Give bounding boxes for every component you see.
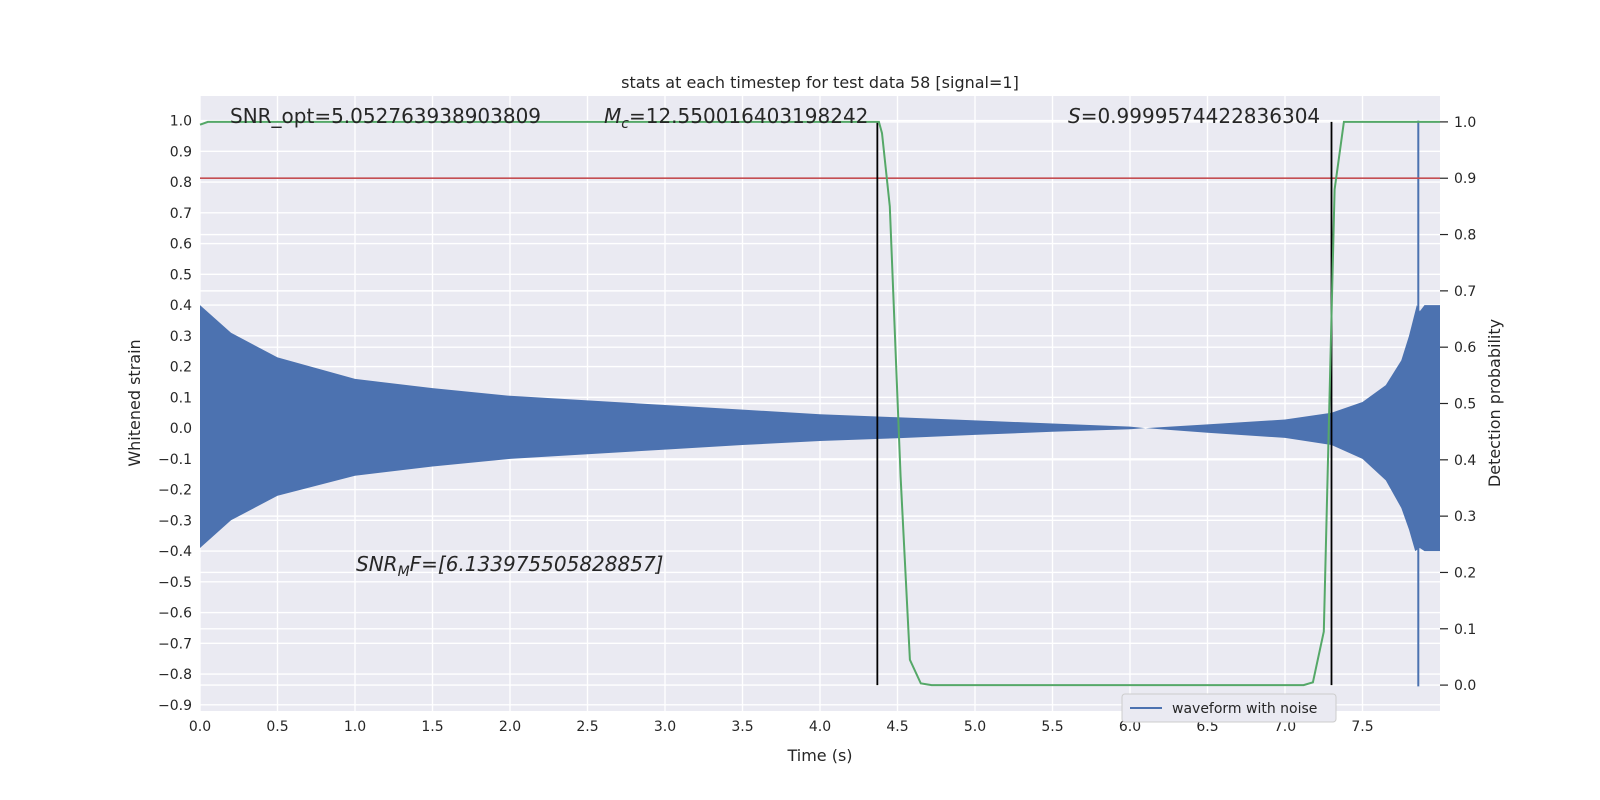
waveform-band	[200, 305, 1440, 552]
y2-axis-ticks: 1.0 0.9 0.8 0.7 0.6 0.5 0.4 0.3 0.2 0.1 0.0	[1440, 115, 1476, 694]
y-tick-label: 0.6	[170, 237, 192, 253]
y-tick-label: −0.8	[158, 667, 192, 683]
annotation-chirp-mass-subscript: c	[621, 116, 629, 132]
annotation-score: S=0.9999574422836304	[1068, 104, 1320, 128]
x-tick-label: 6.0	[1119, 719, 1141, 735]
x-axis-ticks: 0.0 0.5 1.0 1.5 2.0 2.5 3.0 3.5 4.0 4.5 5.0 5.5 6.0 6…	[189, 719, 1374, 735]
x-tick-label: 6.5	[1196, 719, 1218, 735]
y-tick-label: 0.8	[170, 175, 192, 191]
y2-tick-label: 0.1	[1454, 622, 1476, 638]
annotation-chirp-mass-value: =12.550016403198242	[629, 104, 868, 128]
x-tick-label: 2.0	[499, 719, 521, 735]
annotation-snr-opt: SNR_opt=5.052763938903809	[230, 104, 541, 128]
reference-lines	[200, 121, 1440, 686]
y-tick-label: 0.7	[170, 206, 192, 222]
y-tick-label: −0.4	[158, 544, 192, 560]
y2-tick-label: 0.6	[1454, 340, 1476, 356]
x-tick-label: 2.5	[576, 719, 598, 735]
y-tick-label: −0.6	[158, 606, 192, 622]
annotation-snr-mf-value: F=[6.133975505828857]	[410, 552, 664, 576]
annotation-snr-mf-symbol: SNR	[356, 552, 398, 576]
y-tick-label: 0.3	[170, 329, 192, 345]
y-tick-label: −0.7	[158, 636, 192, 652]
y2-tick-label: 0.3	[1454, 509, 1476, 525]
y2-tick-label: 0.2	[1454, 565, 1476, 581]
y-tick-label: 0.9	[170, 144, 192, 160]
annotation-chirp-mass-symbol: M	[604, 104, 621, 128]
y-tick-label: −0.1	[158, 452, 192, 468]
y-tick-label: 0.1	[170, 390, 192, 406]
annotation-score-symbol: S	[1068, 104, 1081, 128]
y2-tick-label: 0.8	[1454, 228, 1476, 244]
y2-tick-label: 0.5	[1454, 397, 1476, 413]
grid	[199, 96, 1440, 711]
y-axis-ticks: 1.0 0.9 0.8 0.7 0.6 0.5 0.4 0.3 0.2 0.1 0.0 −0.1 −0.…	[158, 114, 192, 714]
y2-tick-label: 0.7	[1454, 284, 1476, 300]
waveform-series	[200, 120, 1440, 687]
legend-box	[1121, 693, 1337, 723]
legend: waveform with noise	[1121, 693, 1337, 723]
legend-label-waveform: waveform with noise	[1172, 701, 1317, 717]
x-tick-label: 5.0	[964, 719, 986, 735]
y2-tick-label: 0.9	[1454, 171, 1476, 187]
x-tick-label: 1.0	[344, 719, 366, 735]
x-axis-title: Time (s)	[786, 746, 852, 765]
probability-series	[199, 120, 1440, 687]
x-tick-label: 7.0	[1274, 719, 1296, 735]
annotation-chirp-mass: Mc=12.550016403198242	[604, 104, 868, 132]
y-tick-label: 0.2	[170, 360, 192, 376]
x-tick-label: 4.0	[809, 719, 831, 735]
y-tick-label: −0.5	[158, 575, 192, 591]
y2-axis-title: Detection probability	[1485, 319, 1504, 487]
y-tick-label: −0.2	[158, 483, 192, 499]
x-tick-label: 7.5	[1351, 719, 1373, 735]
x-tick-label: 0.5	[266, 719, 288, 735]
y-tick-label: 0.4	[170, 298, 192, 314]
x-tick-label: 4.5	[886, 719, 908, 735]
annotation-snr-mf: SNRMF=[6.133975505828857]	[356, 552, 663, 580]
y2-tick-label: 0.0	[1454, 678, 1476, 694]
x-tick-label: 3.5	[731, 719, 753, 735]
y-tick-label: 0.5	[170, 267, 192, 283]
x-tick-label: 0.0	[189, 719, 211, 735]
y2-tick-label: 1.0	[1454, 115, 1476, 131]
x-tick-label: 1.5	[421, 719, 443, 735]
probability-line	[199, 120, 1440, 687]
y-tick-label: −0.3	[158, 513, 192, 529]
x-tick-label: 5.5	[1041, 719, 1063, 735]
chart-title: stats at each timestep for test data 58 …	[621, 73, 1019, 92]
y-tick-label: −0.9	[158, 698, 192, 714]
y-tick-label: 1.0	[170, 114, 192, 130]
annotation-score-value: =0.9999574422836304	[1081, 104, 1320, 128]
y-tick-label: 0.0	[170, 421, 192, 437]
y2-tick-label: 0.4	[1454, 453, 1476, 469]
x-tick-label: 3.0	[654, 719, 676, 735]
annotation-snr-mf-subscript: M	[398, 564, 410, 580]
y-axis-title: Whitened strain	[125, 339, 144, 466]
